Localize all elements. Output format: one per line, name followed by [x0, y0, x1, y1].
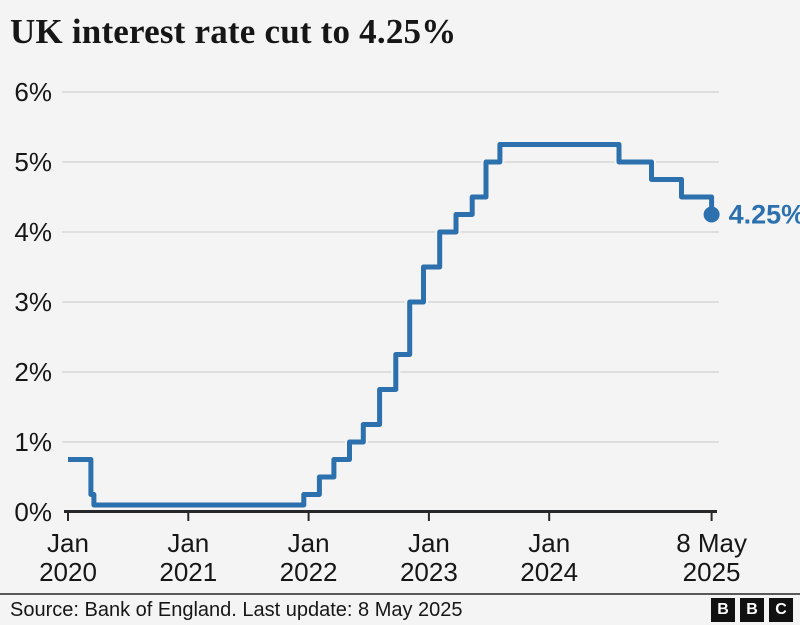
- interest-rate-step-chart: 0% 1% 2% 3% 4% 5% 6% Jan 2020 Jan 2021 Jan 2022 Jan 20…: [14, 77, 800, 587]
- x-axis-label: Jan 2022: [280, 528, 338, 587]
- y-axis-label: 5%: [14, 147, 52, 177]
- y-axis-label: 6%: [14, 77, 52, 107]
- x-axis-label: Jan 2023: [400, 528, 458, 587]
- bbc-logo: B B C: [711, 598, 793, 622]
- chart-footer: Source: Bank of England. Last update: 8 …: [0, 593, 800, 625]
- y-axis-label: 2%: [14, 357, 52, 387]
- x-axis-label: Jan 2021: [159, 528, 217, 587]
- y-axis-label: 4%: [14, 217, 52, 247]
- source-text: Source: Bank of England. Last update: 8 …: [10, 598, 463, 621]
- y-axis-label: 3%: [14, 287, 52, 317]
- y-axis-label: 1%: [14, 427, 52, 457]
- x-axis-label: Jan 2024: [520, 528, 578, 587]
- current-rate-dot: [703, 206, 720, 223]
- y-axis-label: 0%: [14, 497, 52, 527]
- rate-step-line: [68, 142, 715, 508]
- bbc-logo-block: B: [740, 598, 764, 622]
- chart-title: UK interest rate cut to 4.25%: [10, 12, 457, 51]
- x-axis-label: 8 May 2025: [676, 528, 747, 587]
- current-rate-label: 4.25%: [729, 200, 800, 230]
- bbc-logo-block: C: [769, 598, 793, 622]
- bbc-logo-block: B: [711, 598, 735, 622]
- x-axis-label: Jan 2020: [39, 528, 97, 587]
- rate-line-casing: [68, 140, 717, 510]
